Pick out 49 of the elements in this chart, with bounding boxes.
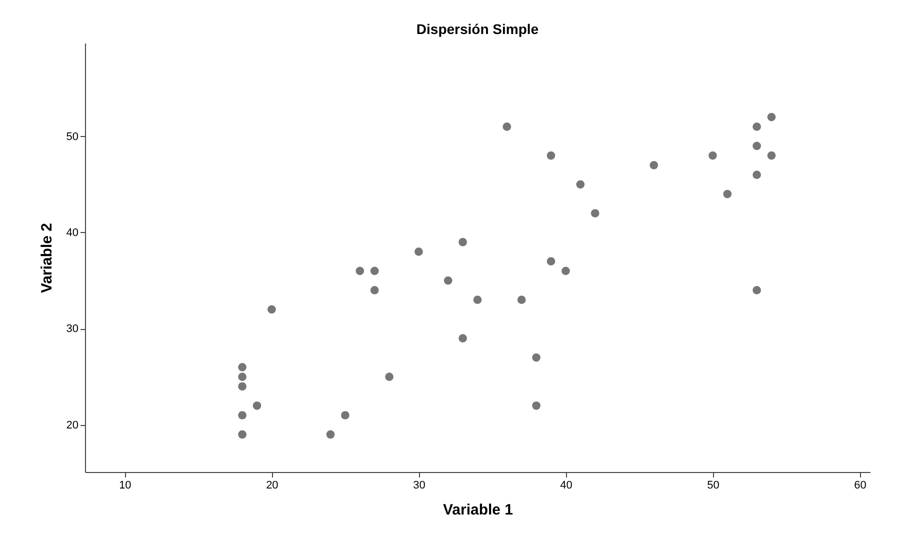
x-tick-label: 60 bbox=[854, 480, 866, 492]
point bbox=[562, 266, 570, 276]
y-tick-label: 50 bbox=[66, 130, 78, 143]
point bbox=[341, 411, 350, 420]
point bbox=[650, 160, 658, 170]
point bbox=[502, 122, 512, 131]
point bbox=[532, 401, 540, 410]
point bbox=[767, 151, 776, 160]
point bbox=[576, 180, 585, 189]
x-tick-label: 40 bbox=[560, 480, 572, 492]
x-tick-label: 50 bbox=[707, 480, 720, 492]
point bbox=[252, 401, 262, 410]
point bbox=[356, 266, 364, 276]
point bbox=[238, 411, 246, 420]
point bbox=[517, 296, 526, 304]
point bbox=[268, 305, 276, 314]
x-tick-label: 20 bbox=[266, 480, 278, 492]
point bbox=[444, 276, 452, 285]
y-tick-label: 40 bbox=[66, 226, 78, 239]
point bbox=[238, 372, 246, 381]
point bbox=[238, 430, 246, 439]
point bbox=[370, 286, 379, 294]
point bbox=[752, 170, 761, 179]
point bbox=[458, 334, 467, 342]
x-tick-label: 30 bbox=[413, 480, 426, 492]
chart-title: Dispersión Simple bbox=[416, 21, 539, 37]
point bbox=[458, 238, 467, 246]
point bbox=[546, 151, 556, 160]
point bbox=[326, 430, 335, 439]
point bbox=[767, 112, 776, 122]
point bbox=[590, 209, 600, 218]
y-axis-title: Variable 2 bbox=[38, 222, 56, 294]
x-tick-label: 10 bbox=[119, 480, 132, 492]
point bbox=[414, 248, 423, 256]
point bbox=[370, 266, 379, 276]
point bbox=[723, 190, 732, 198]
y-tick-label: 20 bbox=[66, 419, 78, 432]
point bbox=[546, 257, 556, 266]
point bbox=[473, 296, 482, 304]
point bbox=[752, 142, 761, 150]
point bbox=[708, 151, 717, 160]
x-axis-title: Variable 1 bbox=[442, 502, 514, 518]
point bbox=[385, 372, 394, 381]
point bbox=[752, 122, 761, 131]
point bbox=[532, 353, 540, 362]
point bbox=[238, 362, 246, 372]
point bbox=[752, 286, 761, 294]
y-tick-label: 30 bbox=[66, 323, 78, 336]
point bbox=[238, 382, 246, 391]
